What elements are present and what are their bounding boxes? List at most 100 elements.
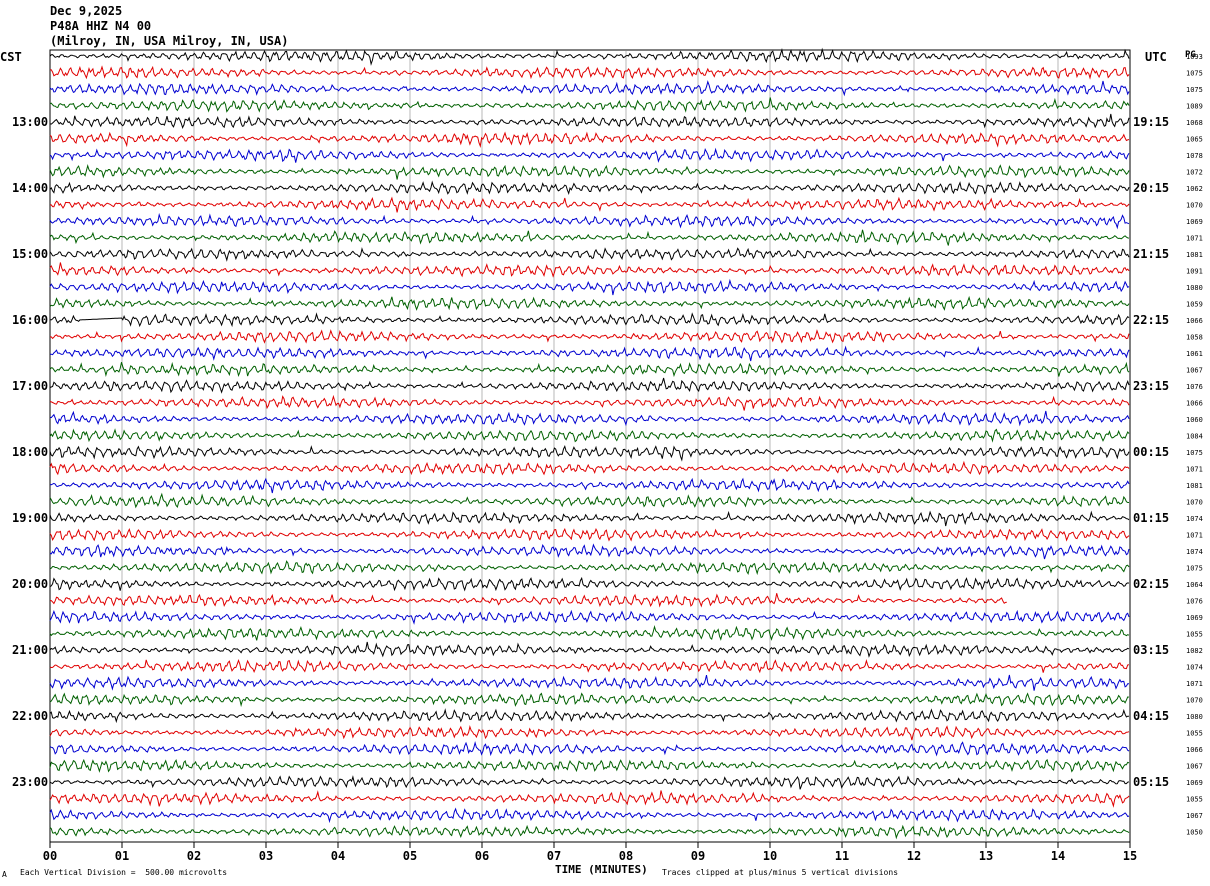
right-timezone-label: UTC [1145, 50, 1167, 64]
left-hour-label: 15:00 [12, 247, 48, 261]
row-value-label: 1069 [1186, 614, 1203, 622]
x-tick-label: 07 [547, 849, 561, 863]
corner-mark: A [2, 870, 7, 879]
trace-row-33 [49, 593, 1007, 608]
row-value-label: 1071 [1186, 235, 1203, 243]
trace-row-36 [49, 641, 1130, 658]
row-value-label: 1065 [1186, 136, 1203, 144]
x-tick-label: 11 [835, 849, 849, 863]
trace-row-9 [50, 196, 1130, 213]
header-date: Dec 9,2025 [50, 4, 123, 18]
trace-row-23 [49, 428, 1130, 443]
x-tick-label: 13 [979, 849, 993, 863]
trace-row-16 [49, 312, 1130, 328]
left-hour-label: 17:00 [12, 379, 48, 393]
trace-row-20 [49, 377, 1130, 394]
x-tick-label: 08 [619, 849, 633, 863]
row-value-label: 1091 [1186, 268, 1203, 276]
x-tick-label: 12 [907, 849, 921, 863]
row-value-label: 1071 [1186, 532, 1203, 540]
x-tick-label: 14 [1051, 849, 1065, 863]
left-hour-label: 22:00 [12, 709, 48, 723]
trace-row-27 [49, 492, 1129, 509]
row-value-label: 1055 [1186, 631, 1203, 639]
trace-row-39 [49, 692, 1130, 708]
trace-row-10 [49, 212, 1130, 230]
x-tick-label: 04 [331, 849, 345, 863]
trace-row-18 [50, 345, 1130, 362]
scale-note: Each Vertical Division = 500.00 microvol… [20, 868, 228, 877]
trace-row-46 [49, 807, 1130, 824]
trace-row-47 [49, 824, 1130, 840]
trace-row-7 [49, 164, 1130, 180]
trace-row-2 [49, 80, 1130, 97]
trace-row-25 [49, 460, 1130, 476]
row-value-label: 1074 [1186, 515, 1203, 523]
trace-row-21 [49, 394, 1130, 411]
row-value-label: 1080 [1186, 713, 1203, 721]
row-value-label: 1071 [1186, 466, 1203, 474]
x-tick-label: 00 [43, 849, 57, 863]
row-value-label: 1069 [1186, 218, 1203, 226]
header-station: P48A HHZ N4 00 [50, 19, 152, 33]
trace-row-1 [49, 65, 1130, 80]
x-tick-label: 10 [763, 849, 777, 863]
left-hour-label: 18:00 [12, 445, 48, 459]
trace-row-15 [49, 295, 1130, 311]
x-axis-title: TIME (MINUTES) [555, 863, 648, 876]
trace-row-14 [49, 278, 1130, 296]
right-hour-label: 22:15 [1133, 313, 1169, 327]
trace-row-42 [49, 741, 1130, 757]
trace-row-35 [49, 624, 1130, 641]
right-hour-label: 01:15 [1133, 511, 1169, 525]
x-tick-label: 06 [475, 849, 489, 863]
right-hour-label: 20:15 [1133, 181, 1169, 195]
trace-row-0 [49, 47, 1130, 66]
row-value-label: 1055 [1186, 796, 1203, 804]
row-value-label: 1066 [1186, 317, 1203, 325]
trace-row-8 [49, 180, 1130, 196]
right-hour-label: 23:15 [1133, 379, 1169, 393]
trace-row-6 [49, 147, 1130, 163]
row-value-label: 1070 [1186, 202, 1203, 210]
trace-row-3 [49, 97, 1130, 113]
trace-row-22 [49, 410, 1130, 427]
row-value-label: 1081 [1186, 251, 1203, 259]
right-hour-label: 00:15 [1133, 445, 1169, 459]
trace-row-32 [49, 576, 1130, 592]
row-value-label: 1078 [1186, 152, 1203, 160]
trace-row-44 [49, 775, 1130, 790]
trace-row-28 [49, 510, 1130, 527]
row-value-label: 1075 [1186, 86, 1203, 94]
left-hour-label: 16:00 [12, 313, 48, 327]
row-value-label: 1076 [1186, 598, 1203, 606]
trace-row-37 [49, 658, 1130, 674]
row-value-label: 1075 [1186, 565, 1203, 573]
x-tick-label: 01 [115, 849, 129, 863]
trace-row-30 [49, 543, 1130, 560]
row-value-label: 1089 [1186, 103, 1203, 111]
row-value-label: 1093 [1186, 53, 1203, 61]
row-value-label: 1055 [1186, 730, 1203, 738]
left-hour-label: 13:00 [12, 115, 48, 129]
right-hour-label: 05:15 [1133, 775, 1169, 789]
row-value-label: 1066 [1186, 400, 1203, 408]
trace-row-43 [49, 758, 1130, 773]
row-value-label: 1074 [1186, 548, 1203, 556]
row-value-label: 1080 [1186, 284, 1203, 292]
trace-row-31 [49, 560, 1130, 576]
right-hour-label: 03:15 [1133, 643, 1169, 657]
trace-row-5 [49, 131, 1130, 149]
row-value-label: 1067 [1186, 367, 1203, 375]
left-hour-label: 21:00 [12, 643, 48, 657]
x-tick-label: 15 [1123, 849, 1137, 863]
row-value-label: 1074 [1186, 664, 1203, 672]
left-hour-label: 20:00 [12, 577, 48, 591]
trace-row-4 [49, 113, 1130, 129]
row-value-label: 1075 [1186, 70, 1203, 78]
trace-row-11 [49, 229, 1130, 246]
left-hour-label: 14:00 [12, 181, 48, 195]
left-timezone-label: CST [0, 50, 22, 64]
right-column-label: PG [1185, 50, 1196, 60]
